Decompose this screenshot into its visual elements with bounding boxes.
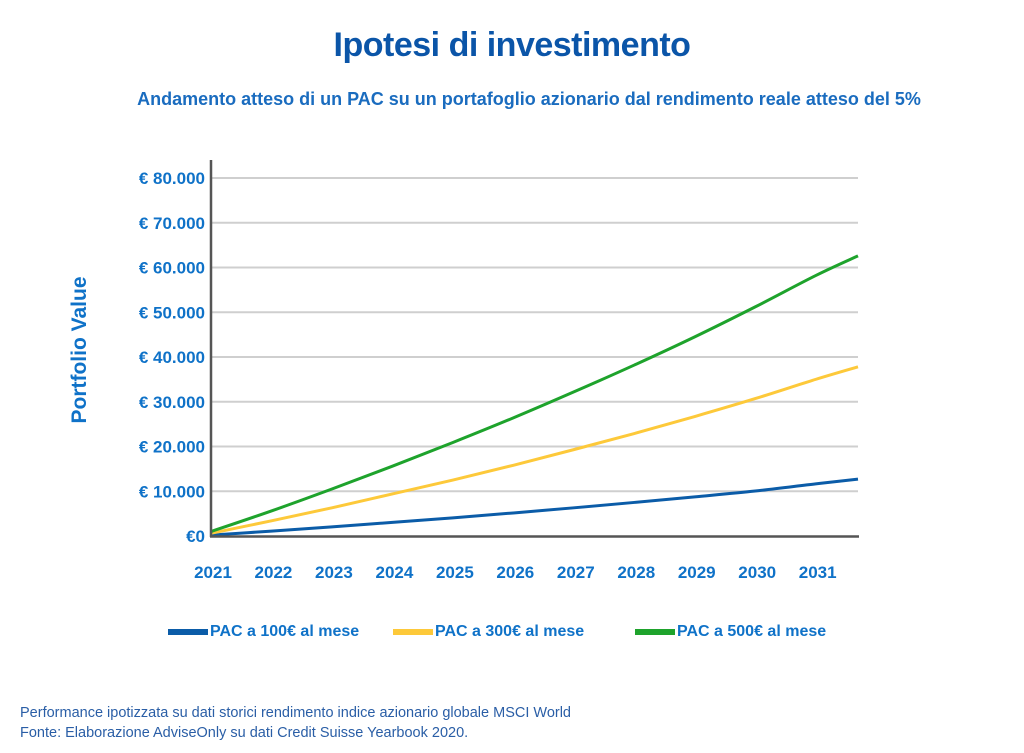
x-tick-label: 2023 <box>315 563 353 582</box>
series-lines <box>210 254 859 537</box>
legend-item-100: PAC a 100€ al mese <box>168 623 359 641</box>
x-tick-label: 2027 <box>557 563 595 582</box>
x-tick-label: 2025 <box>436 563 474 582</box>
footer-line-performance: Performance ipotizzata su dati storici r… <box>20 705 571 721</box>
y-tick-label: € 60.000 <box>139 259 205 278</box>
x-tick-label: 2021 <box>194 563 232 582</box>
x-tick-label: 2029 <box>678 563 716 582</box>
footer-line-source: Fonte: Elaborazione AdviseOnly su dati C… <box>20 725 469 741</box>
x-tick-label: 2028 <box>617 563 655 582</box>
footer-notes: Performance ipotizzata su dati storici r… <box>20 703 571 743</box>
y-axis-label: Portfolio Value <box>68 276 91 423</box>
legend-label: PAC a 300€ al mese <box>435 623 585 640</box>
y-tick-label: € 50.000 <box>139 303 205 322</box>
x-tick-labels: 2021 2022 2023 2024 2025 2026 2027 2028 2029 2030… <box>194 563 837 582</box>
series-line-2 <box>210 365 859 535</box>
x-tick-label: 2030 <box>738 563 776 582</box>
y-tick-label: € 30.000 <box>139 393 205 412</box>
y-tick-label: € 80.000 <box>139 169 205 188</box>
legend-item-500: PAC a 500€ al mese <box>635 623 826 641</box>
x-tick-label: 2022 <box>255 563 293 582</box>
y-tick-label: €0 <box>186 527 205 546</box>
legend-swatch-green <box>635 629 675 635</box>
series-line-3 <box>210 254 859 533</box>
legend-swatch-blue <box>168 629 208 635</box>
y-tick-labels: €0 € 10.000 € 20.000 € 30.000 € 40.000 € 50.0… <box>139 169 205 546</box>
y-tick-label: € 20.000 <box>139 438 205 457</box>
legend-label: PAC a 100€ al mese <box>210 623 360 640</box>
y-tick-label: € 70.000 <box>139 214 205 233</box>
legend-label: PAC a 500€ al mese <box>677 623 827 640</box>
x-tick-label: 2024 <box>375 563 413 582</box>
y-tick-label: € 10.000 <box>139 482 205 501</box>
legend-swatch-yellow <box>393 629 433 635</box>
chart-subtitle: Andamento atteso di un PAC su un portafo… <box>137 89 921 109</box>
series-line-1 <box>210 477 859 537</box>
x-tick-label: 2031 <box>799 563 837 582</box>
legend: PAC a 100€ al mese PAC a 300€ al mese PA… <box>0 623 1024 645</box>
gridlines <box>211 177 858 493</box>
x-tick-label: 2026 <box>496 563 534 582</box>
chart-title: Ipotesi di investimento <box>333 26 691 64</box>
y-tick-label: € 40.000 <box>139 348 205 367</box>
legend-item-300: PAC a 300€ al mese <box>393 623 584 641</box>
